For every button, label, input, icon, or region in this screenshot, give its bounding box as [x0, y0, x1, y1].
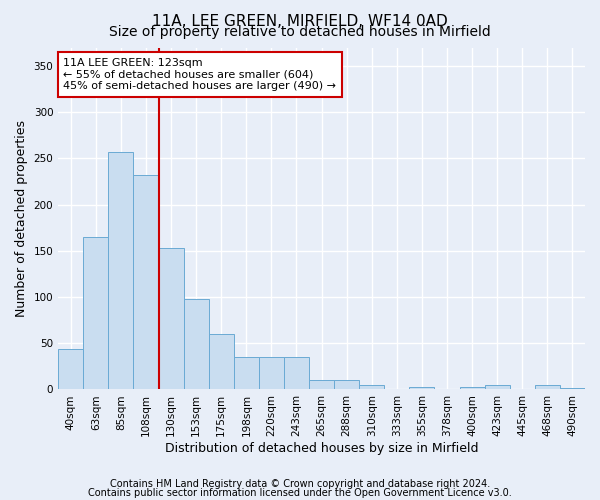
Bar [334, 380, 359, 390]
Bar [259, 357, 284, 390]
Bar [460, 386, 485, 390]
Bar [133, 175, 158, 390]
Bar [83, 237, 109, 390]
Text: Contains public sector information licensed under the Open Government Licence v3: Contains public sector information licen… [88, 488, 512, 498]
Text: 11A LEE GREEN: 123sqm
← 55% of detached houses are smaller (604)
45% of semi-det: 11A LEE GREEN: 123sqm ← 55% of detached … [64, 58, 337, 91]
Bar [409, 386, 434, 390]
Text: 11A, LEE GREEN, MIRFIELD, WF14 0AD: 11A, LEE GREEN, MIRFIELD, WF14 0AD [152, 14, 448, 29]
Bar [485, 385, 510, 390]
Bar [560, 388, 585, 390]
Bar [535, 385, 560, 390]
Bar [158, 248, 184, 390]
Bar [209, 334, 234, 390]
X-axis label: Distribution of detached houses by size in Mirfield: Distribution of detached houses by size … [165, 442, 478, 455]
Bar [184, 299, 209, 390]
Bar [234, 357, 259, 390]
Bar [359, 385, 385, 390]
Bar [284, 357, 309, 390]
Text: Size of property relative to detached houses in Mirfield: Size of property relative to detached ho… [109, 25, 491, 39]
Bar [109, 152, 133, 390]
Y-axis label: Number of detached properties: Number of detached properties [15, 120, 28, 317]
Text: Contains HM Land Registry data © Crown copyright and database right 2024.: Contains HM Land Registry data © Crown c… [110, 479, 490, 489]
Bar [309, 380, 334, 390]
Bar [58, 349, 83, 390]
